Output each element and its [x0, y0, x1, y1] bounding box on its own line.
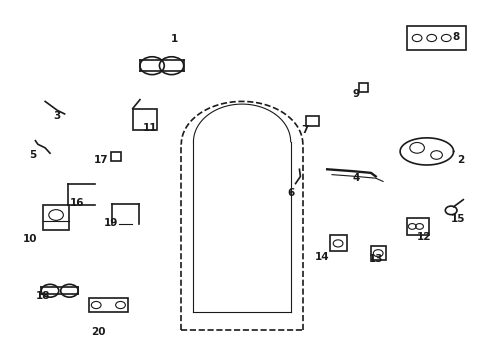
- Bar: [407, 26, 465, 50]
- Text: 2: 2: [456, 156, 464, 165]
- Bar: [329, 235, 346, 251]
- Text: 14: 14: [314, 252, 329, 262]
- Text: 1: 1: [170, 34, 177, 44]
- Text: 13: 13: [368, 253, 382, 264]
- Bar: [132, 109, 157, 130]
- Bar: [42, 205, 69, 230]
- Text: 10: 10: [23, 234, 38, 244]
- Text: 20: 20: [91, 327, 106, 337]
- Text: 6: 6: [286, 188, 294, 198]
- Text: 17: 17: [94, 156, 108, 165]
- Text: 5: 5: [29, 150, 37, 160]
- Bar: [89, 298, 127, 312]
- Bar: [370, 246, 385, 260]
- Text: 19: 19: [103, 218, 118, 228]
- Text: 7: 7: [301, 125, 308, 135]
- Text: 18: 18: [36, 291, 50, 301]
- Text: 11: 11: [142, 123, 157, 133]
- Text: 4: 4: [352, 173, 359, 183]
- Text: 8: 8: [451, 32, 459, 42]
- Text: 15: 15: [450, 214, 465, 224]
- Text: 3: 3: [54, 111, 61, 121]
- Text: 12: 12: [416, 232, 431, 242]
- Bar: [358, 83, 368, 91]
- Bar: [306, 116, 318, 126]
- Text: 16: 16: [69, 198, 84, 208]
- Bar: [407, 217, 428, 235]
- Text: 9: 9: [352, 89, 359, 99]
- Bar: [111, 152, 120, 161]
